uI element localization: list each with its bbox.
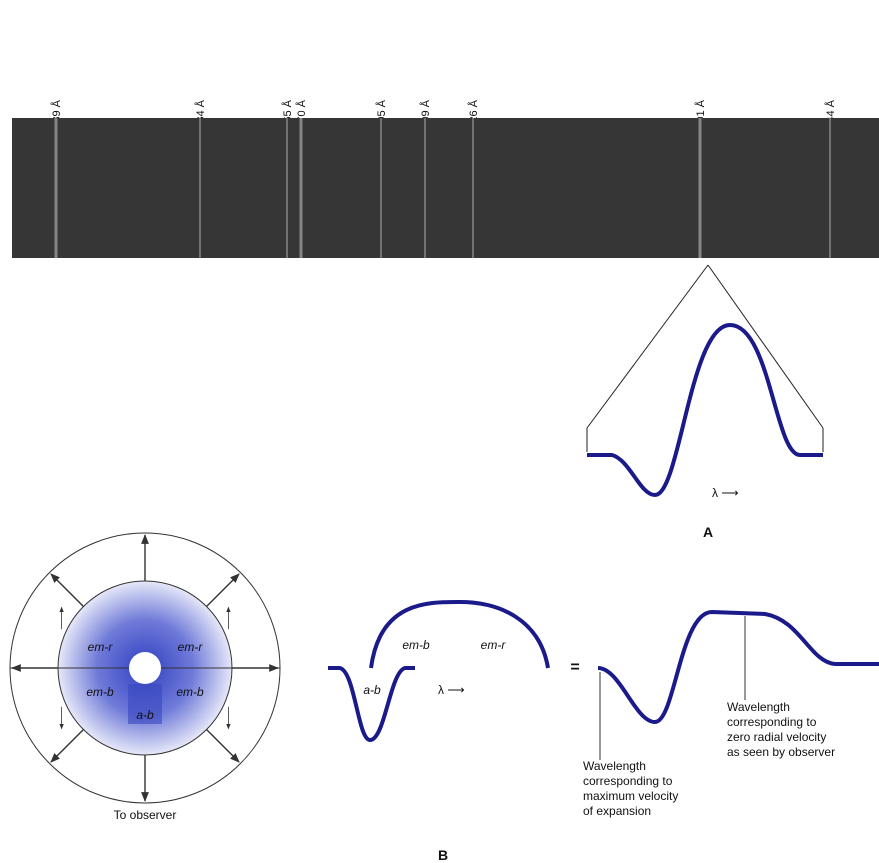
zoom-line xyxy=(586,264,709,429)
combined-profile xyxy=(597,609,879,725)
profile-label: em-b xyxy=(402,638,430,652)
absorption-part xyxy=(328,666,415,743)
h-delta-profile xyxy=(587,322,823,498)
star xyxy=(129,652,161,684)
annotation: as seen by observer xyxy=(727,745,835,759)
region-label: em-b xyxy=(176,685,204,699)
observer-label: To observer xyxy=(114,808,177,822)
spectrum-strip xyxy=(12,118,879,258)
equals: = xyxy=(570,659,579,676)
expansion-arrow xyxy=(206,729,240,763)
annotation: zero radial velocity xyxy=(727,730,826,744)
axis-label: λ ⟶ xyxy=(438,683,465,697)
region-label: a-b xyxy=(136,708,154,722)
emission-part xyxy=(369,599,550,669)
region-label: em-r xyxy=(178,640,204,654)
annotation: corresponding to xyxy=(583,774,673,788)
annotation: of expansion xyxy=(583,804,651,818)
panel-a xyxy=(586,264,824,498)
region-label: em-r xyxy=(88,640,114,654)
panel-label: B xyxy=(438,847,448,863)
zoom-line xyxy=(707,264,824,429)
expansion-arrow xyxy=(50,573,84,607)
expansion-arrow xyxy=(206,573,240,607)
absorbing-column xyxy=(128,684,162,724)
profile-parts xyxy=(328,599,879,743)
annotation: maximum velocity xyxy=(583,789,678,803)
expansion-arrow xyxy=(50,729,84,763)
annotation: Wavelength xyxy=(583,759,646,773)
axis-label: λ ⟶ xyxy=(712,486,739,500)
profile-label: em-r xyxy=(481,638,507,652)
profile-label: a-b xyxy=(363,683,381,697)
region-label: em-b xyxy=(86,685,114,699)
annotation: Wavelength xyxy=(727,700,790,714)
shell-diagram xyxy=(9,532,281,804)
spectral-lines xyxy=(54,118,831,258)
panel-label: A xyxy=(703,524,713,540)
annotation: corresponding to xyxy=(727,715,817,729)
